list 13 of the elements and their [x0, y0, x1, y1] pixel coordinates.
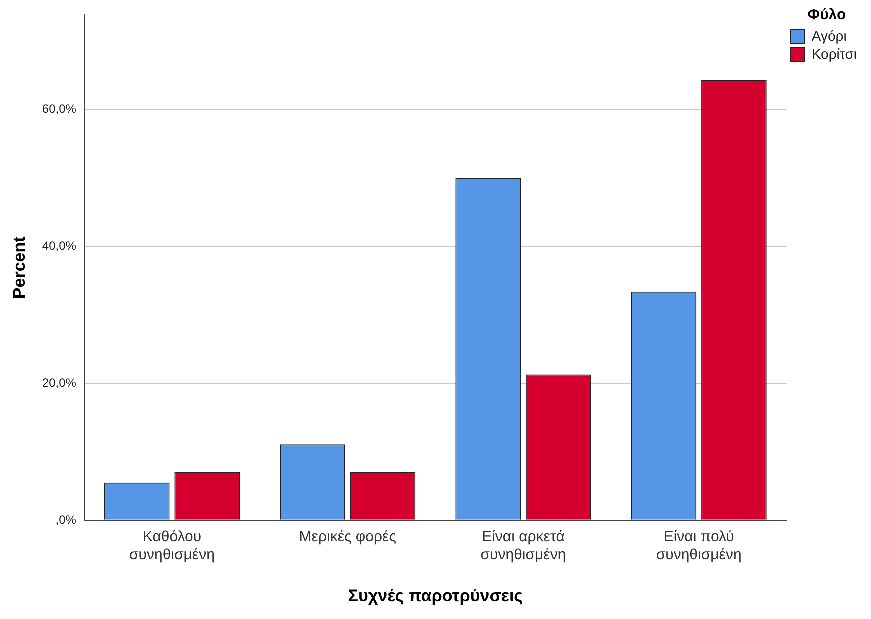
legend-label: Αγόρι [812, 28, 847, 44]
y-axis-title: Percent [10, 236, 29, 300]
legend-title: Φύλο [808, 6, 846, 24]
y-tick-label: 60,0% [42, 102, 77, 116]
x-axis-title: Συχνές παροτρύνσεις [348, 586, 524, 606]
y-tick-label: 40,0% [42, 238, 77, 253]
y-tick-label: 20,0% [42, 376, 77, 390]
x-tick-label: Μερικές φορές [299, 528, 396, 546]
legend-label: Κορίτσι [812, 46, 858, 62]
x-tick-label: Είναι αρκετά συνηθισμένη [480, 528, 566, 564]
y-tick-label: ,0% [56, 512, 77, 527]
x-tick-label: Είναι πολύ συνηθισμένη [656, 528, 742, 564]
x-tick-label: Καθόλου συνηθισμένη [130, 528, 215, 564]
